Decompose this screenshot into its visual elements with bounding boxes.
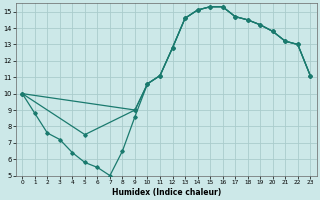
X-axis label: Humidex (Indice chaleur): Humidex (Indice chaleur): [112, 188, 221, 197]
